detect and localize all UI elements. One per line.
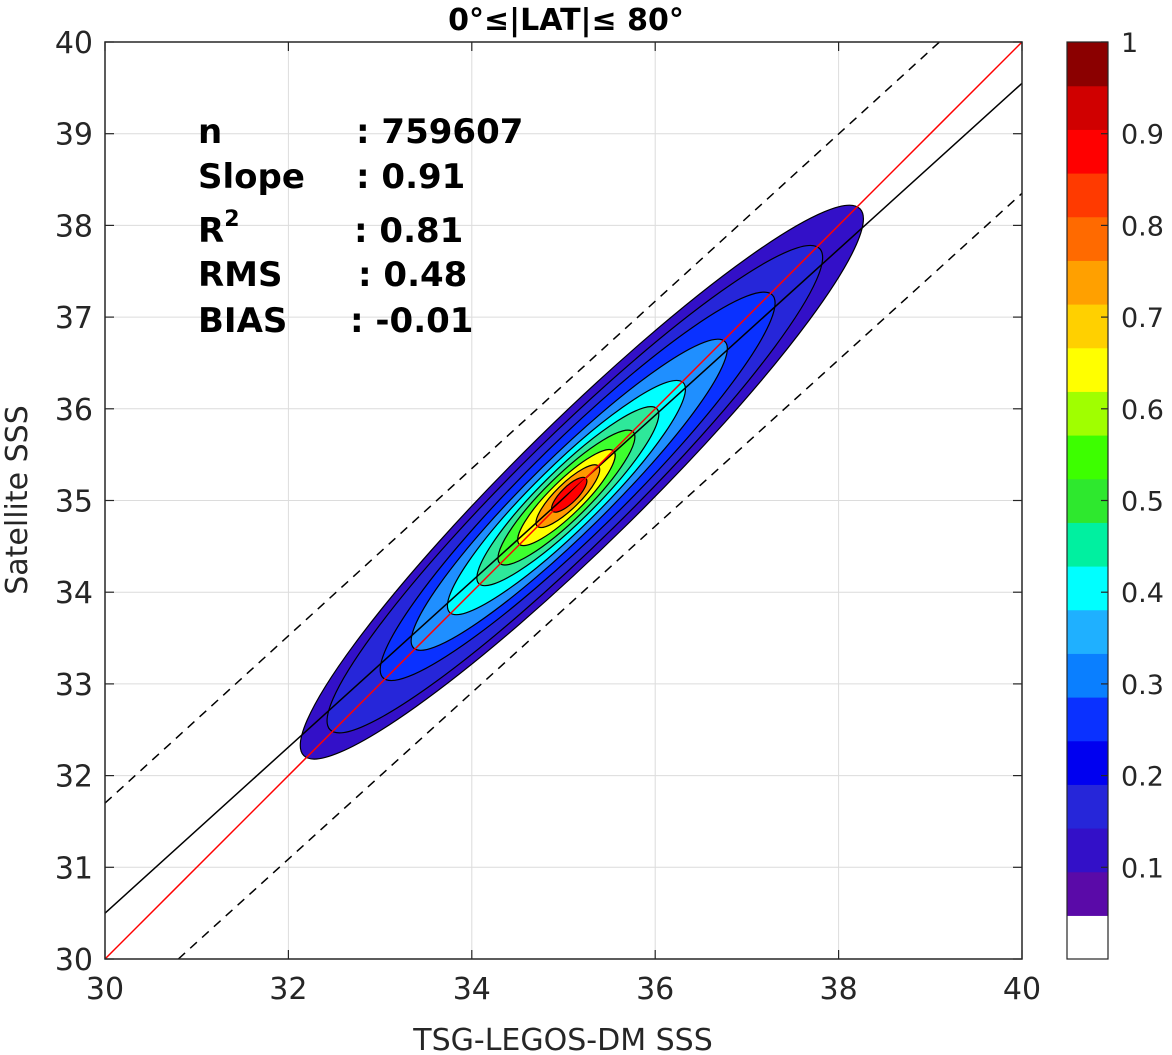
colorbar-tick-label: 0.8 [1121, 211, 1164, 242]
colorbar-segment [1067, 740, 1108, 785]
colorbar-segment [1067, 609, 1108, 654]
x-axis-ticks: 30 32 34 36 38 40 [86, 42, 1041, 1007]
y-tick-label: 38 [55, 209, 93, 244]
y-tick-label: 34 [55, 576, 93, 611]
colorbar-segment [1067, 391, 1108, 436]
stat-superscript: 2 [224, 207, 239, 232]
colorbar-tick-label: 0.2 [1121, 762, 1164, 793]
colorbar-segment [1067, 42, 1108, 87]
x-tick-label: 40 [1003, 972, 1041, 1007]
colorbar-segment [1067, 566, 1108, 611]
colorbar-segment [1067, 828, 1108, 873]
stat-label: RMS [198, 255, 283, 295]
colorbar-tick-label: 0.9 [1121, 120, 1164, 151]
colorbar-segment [1067, 522, 1108, 567]
colorbar-tick-label: 0.7 [1121, 303, 1164, 334]
y-tick-label: 33 [55, 668, 93, 703]
x-tick-label: 30 [86, 972, 124, 1007]
colorbar-tick-label: 0.4 [1121, 578, 1164, 609]
y-tick-label: 35 [55, 485, 93, 520]
chart-title: 0°≤|LAT|≤ 80° [448, 3, 684, 38]
x-tick-label: 34 [453, 972, 491, 1007]
y-tick-label: 31 [55, 851, 93, 886]
stats-box: n : 759607 Slope : 0.91 R2 : 0.81 RMS : 0.48 BIA… [198, 112, 523, 341]
colorbar-segment [1067, 85, 1108, 130]
y-tick-label: 32 [55, 760, 93, 795]
colorbar-segment [1067, 173, 1108, 218]
x-tick-label: 36 [636, 972, 674, 1007]
colorbar-tick-label: 0.6 [1121, 395, 1164, 426]
colorbar-segment [1067, 304, 1108, 349]
regression-line [104, 82, 1023, 914]
colorbar-segment [1067, 347, 1108, 392]
reference-lines [104, 41, 1023, 960]
upper-bound-line [104, 41, 940, 804]
colorbar-segment [1067, 871, 1108, 916]
stat-label: R2 [198, 207, 240, 251]
colorbar-segment [1067, 129, 1108, 174]
stat-label: BIAS [198, 301, 287, 341]
x-axis-label: TSG-LEGOS-DM SSS [412, 1023, 713, 1055]
stat-value: : 0.91 [356, 157, 465, 197]
y-tick-label: 30 [55, 943, 93, 978]
colorbar-tick-label: 1 [1121, 28, 1138, 59]
colorbar-tick-label: 0.3 [1121, 670, 1164, 701]
y-tick-label: 36 [55, 393, 93, 428]
y-tick-label: 37 [55, 301, 93, 336]
colorbar-segment [1067, 216, 1108, 261]
colorbar-segment [1067, 915, 1108, 960]
x-tick-label: 32 [269, 972, 307, 1007]
colorbar-tick-label: 0.1 [1121, 853, 1164, 884]
stat-value: : 0.81 [354, 211, 463, 251]
colorbar-segment [1067, 260, 1108, 305]
stat-label: n [198, 112, 222, 152]
colorbar: 0.1 0.2 0.3 0.4 0.5 0.6 0.7 0.8 0.9 1 [1066, 28, 1164, 960]
stat-value: : 0.48 [358, 255, 467, 295]
y-tick-label: 39 [55, 118, 93, 153]
y-axis-ticks: 30 31 32 33 34 35 36 37 38 39 40 [55, 26, 1022, 978]
colorbar-segment [1067, 784, 1108, 829]
y-axis-label: Satellite SSS [0, 405, 35, 595]
colorbar-segment [1067, 697, 1108, 742]
colorbar-tick-label: 0.5 [1121, 487, 1164, 518]
lower-bound-line [177, 192, 1023, 960]
colorbar-segment [1067, 435, 1108, 480]
stat-value: : -0.01 [350, 301, 473, 341]
stat-value: : 759607 [356, 112, 523, 152]
y-tick-label: 40 [55, 26, 93, 61]
one-to-one-line [104, 41, 1023, 960]
colorbar-segment [1067, 653, 1108, 698]
stat-label: Slope [198, 157, 305, 197]
x-tick-label: 38 [820, 972, 858, 1007]
